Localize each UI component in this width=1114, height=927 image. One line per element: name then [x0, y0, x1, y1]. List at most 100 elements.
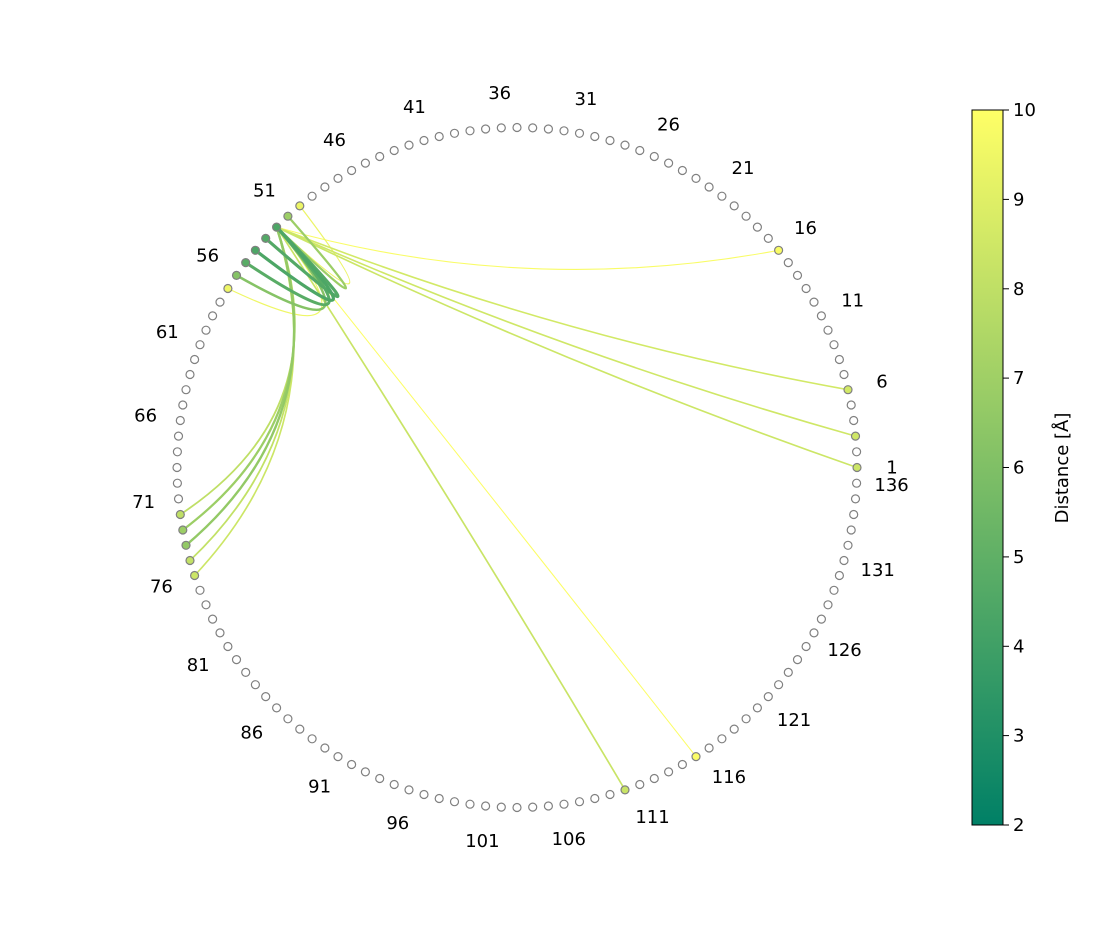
residue-node-47: [333, 173, 343, 183]
residue-node-53: [261, 233, 271, 243]
residue-node-132: [843, 540, 853, 550]
residue-node-95: [389, 779, 399, 790]
residue-node-120: [752, 703, 763, 713]
residue-node-121: [763, 691, 773, 702]
residue-node-66: [175, 415, 185, 426]
residue-tick-labels: 1611162126313641465156616671768186919610…: [132, 83, 909, 852]
residue-node-80: [215, 628, 225, 638]
residue-node-7: [839, 369, 849, 380]
residue-node-131: [839, 555, 849, 566]
contact-arc-52-50: [275, 205, 351, 285]
residue-node-30: [590, 131, 600, 142]
residue-node-32: [559, 126, 569, 136]
residue-node-41: [419, 135, 429, 146]
residue-node-65: [178, 400, 188, 410]
residue-node-130: [834, 570, 845, 581]
residue-node-110: [620, 785, 630, 795]
contact-arc-52-57: [227, 226, 323, 317]
residue-label-121: 121: [777, 710, 811, 731]
residue-node-71: [173, 494, 184, 504]
residue-node-28: [620, 140, 630, 150]
residue-node-17: [763, 233, 773, 243]
residue-node-63: [185, 369, 195, 380]
residue-node-106: [559, 799, 569, 809]
residue-node-9: [829, 340, 839, 350]
residue-label-136: 136: [874, 475, 908, 496]
colorbar-tick-label-10: 10: [1013, 100, 1036, 121]
residue-node-76: [190, 570, 200, 581]
residue-label-71: 71: [132, 492, 155, 513]
residue-label-26: 26: [657, 115, 680, 136]
colorbar-tick-label-3: 3: [1013, 726, 1024, 747]
residue-label-116: 116: [712, 767, 746, 788]
residue-node-42: [404, 140, 414, 150]
residue-node-99: [449, 797, 460, 807]
residue-node-108: [590, 793, 600, 804]
residue-node-43: [389, 145, 399, 156]
residue-node-61: [195, 340, 205, 350]
residue-node-101: [481, 801, 491, 811]
residue-node-15: [783, 258, 793, 268]
residue-node-119: [741, 714, 751, 724]
residue-node-72: [175, 509, 185, 520]
residue-label-6: 6: [876, 372, 887, 393]
contact-arc-52-72: [179, 226, 296, 516]
residue-node-38: [465, 126, 475, 136]
residue-node-59: [208, 311, 218, 321]
residue-node-19: [741, 211, 751, 221]
residue-node-77: [195, 585, 205, 595]
colorbar-tick-label-4: 4: [1013, 636, 1024, 657]
residue-label-86: 86: [240, 723, 263, 744]
residue-node-10: [823, 325, 833, 335]
residue-node-114: [677, 759, 688, 770]
residue-node-116: [704, 743, 714, 753]
contact-arc-52-110: [275, 226, 626, 791]
colorbar-tick-label-9: 9: [1013, 189, 1024, 210]
residue-node-26: [649, 151, 659, 162]
residue-node-35: [512, 122, 522, 133]
residue-node-23: [691, 173, 701, 183]
residue-label-61: 61: [156, 322, 179, 343]
residue-node-133: [846, 525, 856, 535]
residue-node-33: [543, 124, 554, 134]
residue-node-20: [729, 201, 739, 211]
residue-label-56: 56: [196, 246, 219, 267]
residue-node-45: [360, 158, 370, 168]
contact-arc-52-54: [253, 225, 335, 302]
residue-node-37: [481, 124, 491, 134]
residue-node-5: [846, 400, 856, 410]
residue-node-58: [215, 297, 225, 307]
residue-node-129: [829, 585, 839, 595]
residue-node-39: [449, 128, 460, 138]
residue-node-86: [272, 703, 282, 713]
residue-node-44: [375, 151, 385, 162]
residue-node-94: [375, 773, 385, 784]
residue-label-46: 46: [323, 130, 346, 151]
residue-label-51: 51: [253, 180, 276, 201]
colorbar-label: Distance [Å]: [1051, 413, 1073, 524]
residue-node-62: [190, 354, 200, 365]
residue-node-124: [792, 654, 803, 665]
residue-node-127: [816, 614, 827, 624]
residue-node-24: [677, 165, 688, 176]
residue-node-112: [649, 773, 659, 784]
contact-arc-52-3: [275, 226, 857, 437]
residue-label-91: 91: [308, 776, 331, 797]
residue-label-106: 106: [552, 829, 586, 850]
residue-node-56: [231, 270, 242, 280]
residue-node-67: [173, 431, 184, 441]
residue-label-101: 101: [465, 831, 499, 852]
colorbar-tick-label-2: 2: [1013, 815, 1024, 836]
colorbar-tick-label-6: 6: [1013, 458, 1024, 479]
residue-node-68: [172, 447, 182, 457]
residue-label-66: 66: [134, 406, 157, 427]
residue-node-34: [528, 123, 538, 133]
residue-label-41: 41: [403, 97, 426, 118]
residue-label-126: 126: [827, 640, 861, 661]
residue-node-14: [792, 270, 803, 280]
residue-node-60: [201, 325, 211, 335]
residue-node-89: [307, 734, 317, 744]
residue-node-29: [605, 135, 615, 146]
residue-node-54: [250, 245, 260, 255]
residue-node-31: [574, 128, 585, 138]
